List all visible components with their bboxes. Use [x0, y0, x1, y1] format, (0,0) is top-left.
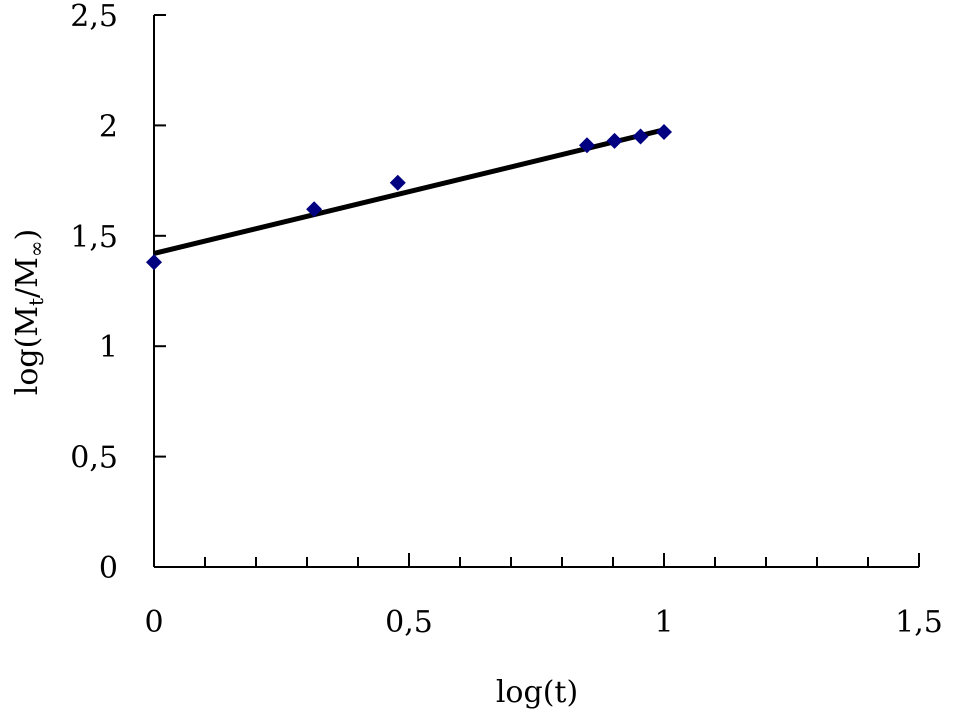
diamond-marker-icon: [389, 174, 406, 191]
y-axis-ticks: 0 0,5 1 1,5 2 2,5: [70, 0, 166, 586]
y-tick-label: 0,5: [70, 441, 118, 476]
x-tick-label: 0: [144, 605, 163, 640]
diamond-marker-icon: [578, 137, 595, 154]
axes: [153, 15, 919, 568]
data-points: [146, 124, 672, 271]
x-tick-label: 0,5: [385, 605, 433, 640]
x-tick-label: 1: [654, 605, 673, 640]
y-tick-label: 2: [99, 109, 118, 144]
x-tick-label: 1,5: [895, 605, 943, 640]
diamond-marker-icon: [656, 124, 672, 141]
linear-fit-line: [153, 127, 665, 256]
diamond-marker-icon: [632, 128, 649, 145]
fit-line: [153, 127, 665, 256]
y-tick-label: 1: [99, 330, 118, 365]
diamond-marker-icon: [306, 201, 323, 218]
diamond-marker-icon: [146, 254, 162, 271]
x-axis-title: log(t): [496, 675, 578, 710]
y-tick-label: 1,5: [70, 220, 118, 255]
diamond-marker-icon: [606, 132, 623, 149]
y-tick-label: 2,5: [70, 0, 118, 34]
x-axis-ticks: 0 0,5 1 1,5: [144, 553, 943, 640]
y-axis-title: log(Mt/M∞): [10, 229, 48, 396]
y-tick-label: 0: [99, 551, 118, 586]
